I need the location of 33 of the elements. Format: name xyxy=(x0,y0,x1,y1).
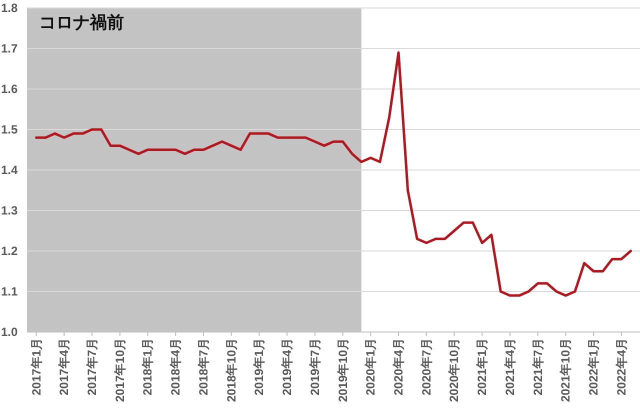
x-tick-label: 2021年7月 xyxy=(530,338,545,396)
x-tick-label: 2021年10月 xyxy=(558,338,573,402)
band-label: コロナ禍前 xyxy=(39,13,124,32)
x-tick-label: 2021年4月 xyxy=(502,338,517,396)
x-tick-label: 2022年4月 xyxy=(614,338,628,396)
y-tick-label: 1.1 xyxy=(1,284,18,298)
x-tick-label: 2018年7月 xyxy=(196,338,210,396)
x-tick-label: 2021年1月 xyxy=(475,338,490,396)
x-tick-label: 2020年10月 xyxy=(447,338,462,402)
y-tick-label: 1.5 xyxy=(1,122,18,136)
x-tick-label: 2019年7月 xyxy=(308,338,322,396)
x-tick-label: 2017年1月 xyxy=(29,338,44,396)
y-tick-label: 1.2 xyxy=(1,244,18,258)
x-tick-label: 2017年10月 xyxy=(112,338,127,402)
y-tick-label: 1.0 xyxy=(1,325,18,339)
x-tick-label: 2020年4月 xyxy=(392,338,406,396)
x-tick-label: 2017年4月 xyxy=(57,338,72,396)
y-tick-label: 1.8 xyxy=(1,1,18,15)
x-tick-label: 2018年4月 xyxy=(168,338,183,396)
x-tick-label: 2019年1月 xyxy=(252,338,266,396)
line-series xyxy=(35,51,632,297)
y-tick-label: 1.7 xyxy=(1,42,18,56)
x-tick-label: 2017年7月 xyxy=(85,338,100,396)
y-tick-label: 1.4 xyxy=(1,163,18,177)
x-tick-label: 2019年10月 xyxy=(336,338,350,402)
x-tick-label: 2018年1月 xyxy=(140,338,155,396)
x-tick-label: 2020年7月 xyxy=(419,338,434,396)
x-tick-label: 2019年4月 xyxy=(280,338,294,396)
x-tick-label: 2022年1月 xyxy=(586,338,601,396)
x-tick-label: 2018年10月 xyxy=(224,338,238,402)
y-tick-label: 1.3 xyxy=(1,204,18,218)
x-tick-label: 2020年1月 xyxy=(364,338,378,396)
y-tick-label: 1.6 xyxy=(1,82,18,96)
